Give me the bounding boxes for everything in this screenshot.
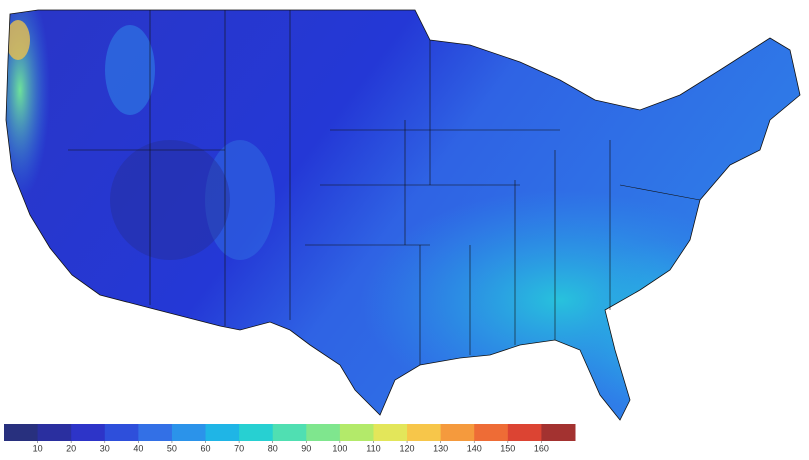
rockies-central xyxy=(205,140,275,260)
rockies-north xyxy=(105,25,155,115)
tick-label: 140 xyxy=(467,443,482,453)
great-basin-dry-area xyxy=(110,140,230,260)
color-swatch xyxy=(339,424,374,441)
legend: 10 20 30 40 50 60 70 80 90 100 110 120 130 140 150 160 xyxy=(4,424,576,453)
tick-label: 100 xyxy=(332,443,347,453)
tick-label: 90 xyxy=(301,443,311,453)
color-swatch xyxy=(205,424,240,441)
color-swatch xyxy=(272,424,307,441)
pacific-coast-wet-area xyxy=(6,10,50,200)
tick-label: 150 xyxy=(500,443,515,453)
tick-label: 80 xyxy=(268,443,278,453)
tick-label: 10 xyxy=(33,443,43,453)
tick-label: 50 xyxy=(167,443,177,453)
florida-wet-area xyxy=(580,240,740,420)
color-swatch xyxy=(474,424,509,441)
tick-label: 110 xyxy=(366,443,380,453)
tick-label: 130 xyxy=(433,443,448,453)
precipitation-field xyxy=(6,10,800,420)
olympic-peak xyxy=(6,20,30,60)
tick-label: 160 xyxy=(534,443,549,453)
color-swatch xyxy=(541,424,576,441)
color-swatch xyxy=(306,424,341,441)
state-lines xyxy=(68,10,701,365)
tick-label: 120 xyxy=(400,443,415,453)
color-swatch xyxy=(239,424,274,441)
tick-label: 60 xyxy=(201,443,211,453)
tick-label: 40 xyxy=(133,443,143,453)
color-swatch xyxy=(171,424,207,441)
color-swatch xyxy=(4,424,39,441)
color-swatch xyxy=(71,424,106,441)
tick-label: 20 xyxy=(66,443,76,453)
color-swatch xyxy=(507,424,542,441)
color-swatch xyxy=(407,424,442,441)
tick-label: 30 xyxy=(100,443,110,453)
color-swatch xyxy=(138,424,173,441)
color-swatch xyxy=(104,424,139,441)
color-swatch xyxy=(37,424,72,441)
color-swatch xyxy=(373,424,408,441)
color-swatch xyxy=(440,424,475,441)
tick-label: 70 xyxy=(234,443,244,453)
